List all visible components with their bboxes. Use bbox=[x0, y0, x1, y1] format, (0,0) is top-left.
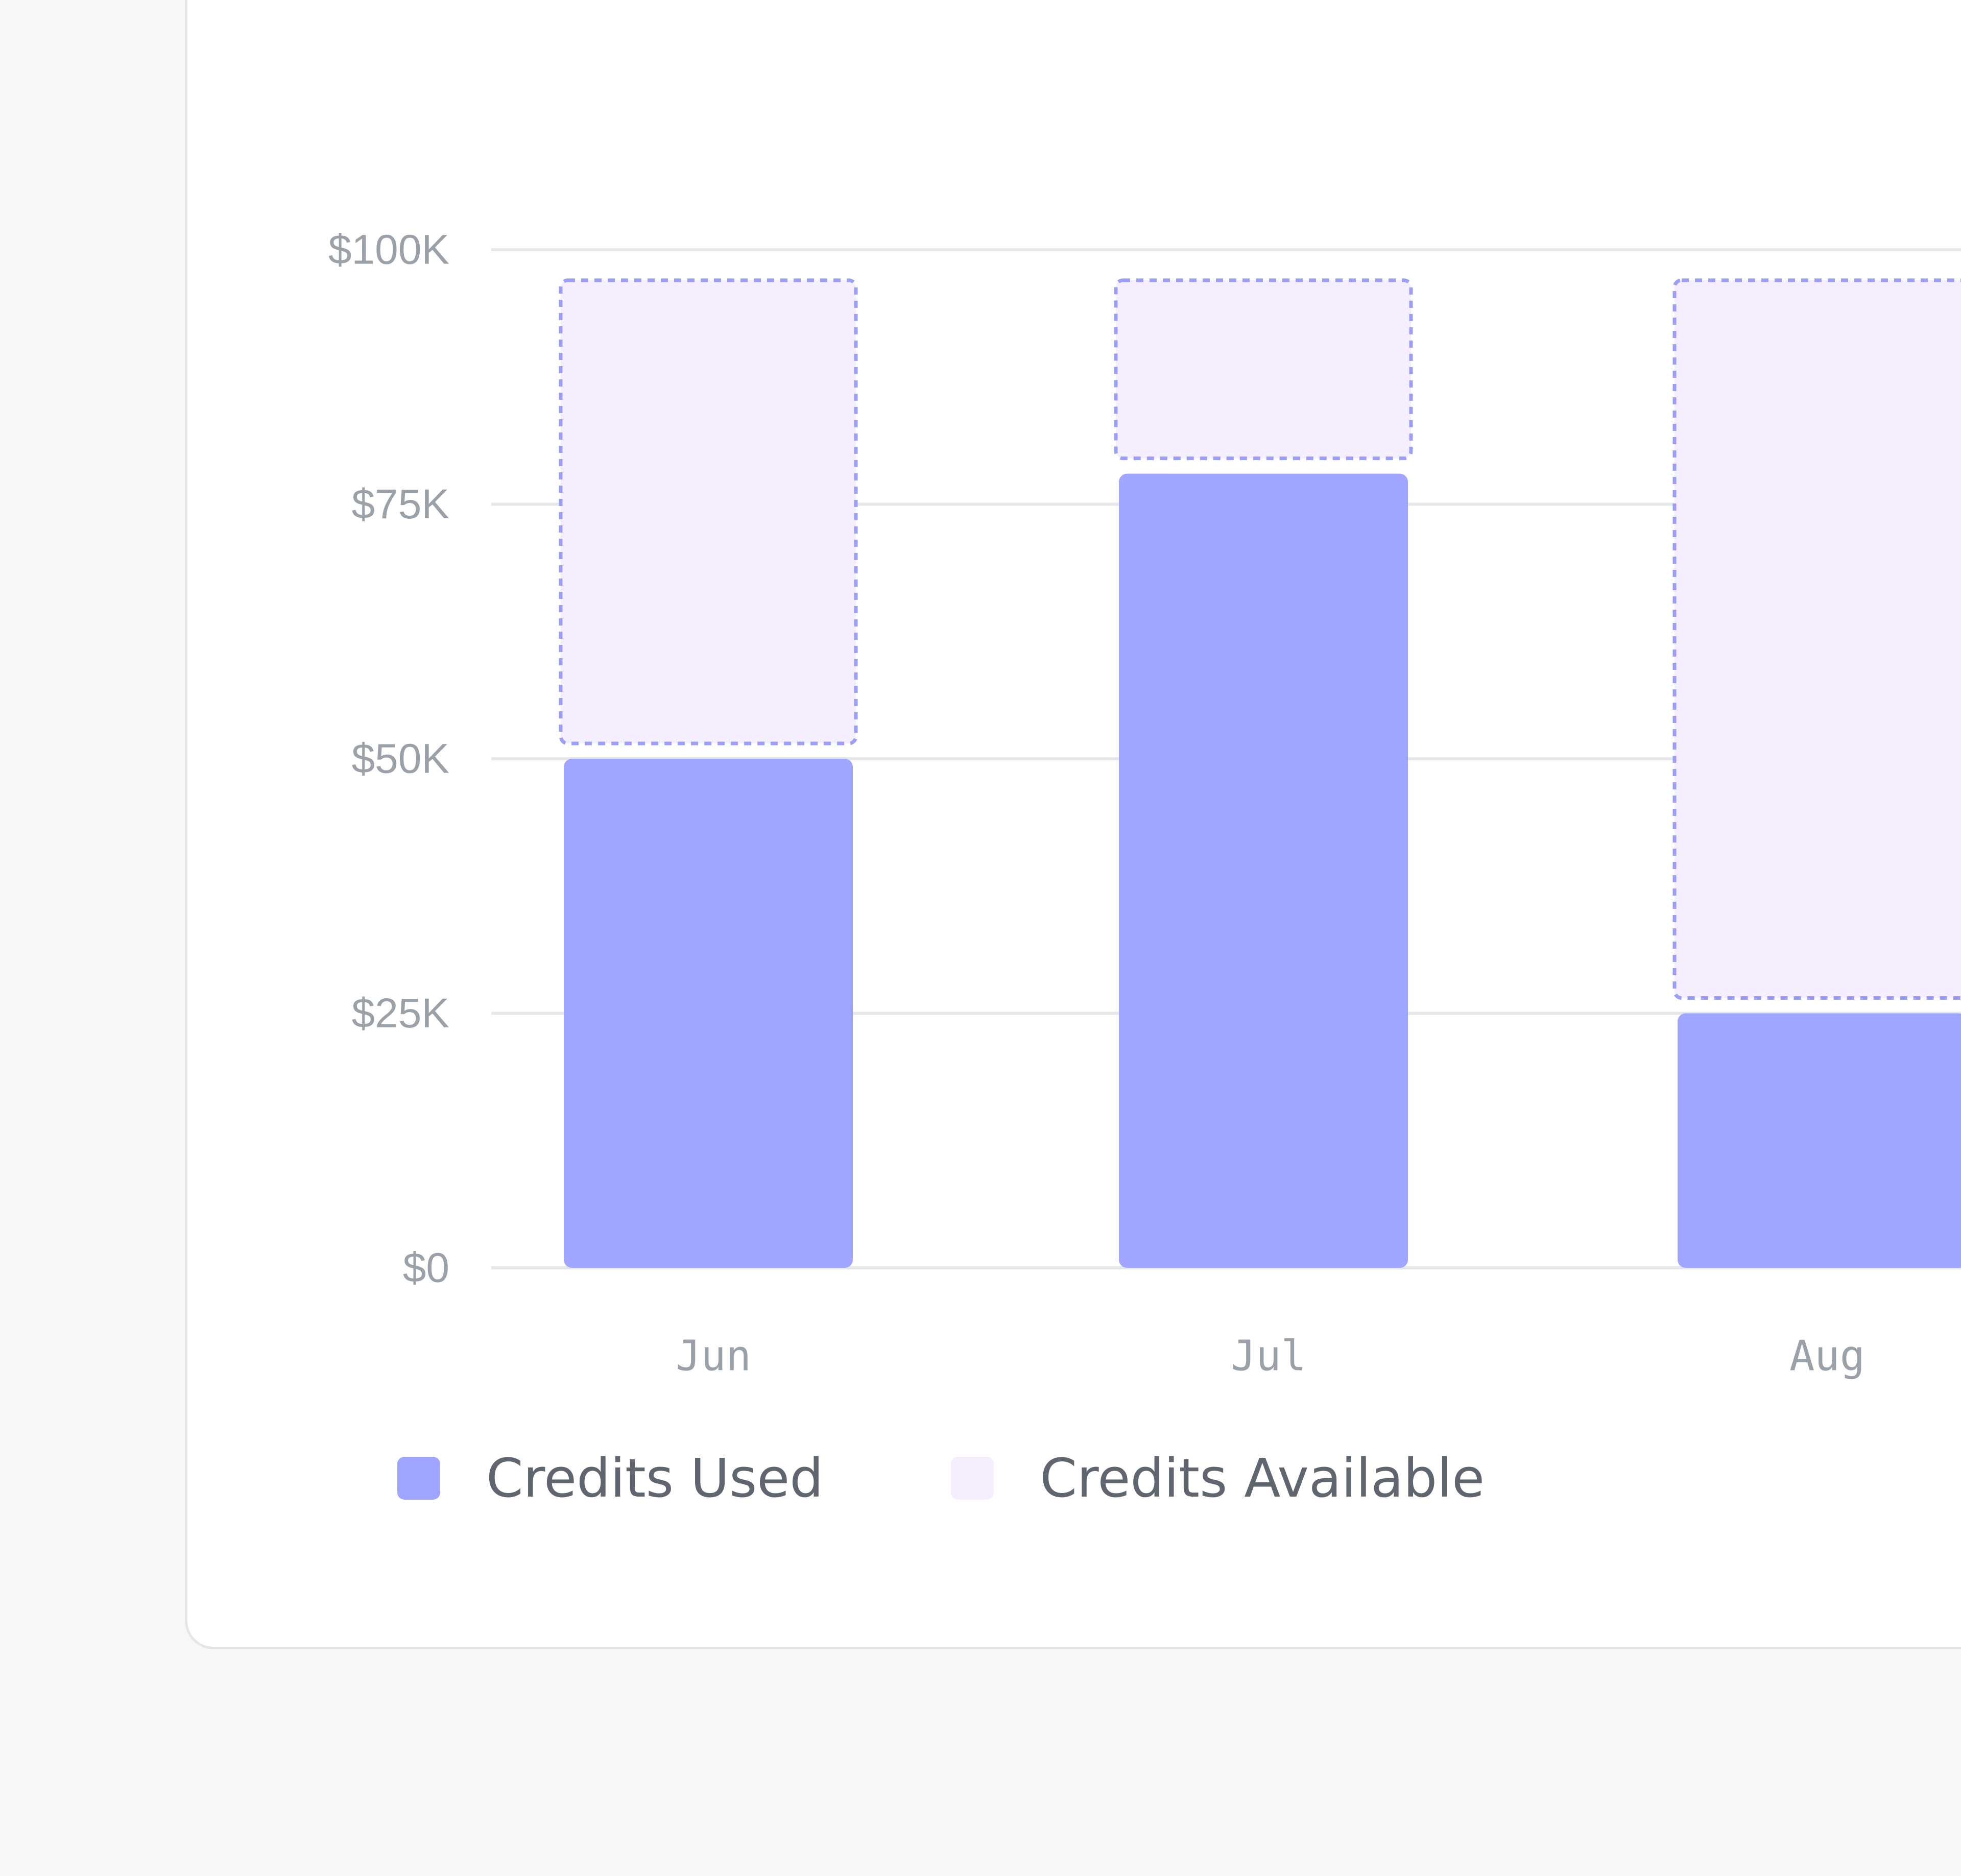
bar-credits-available-aug[interactable] bbox=[1672, 278, 1961, 1000]
y-axis-tick-labels: $0 $25K $50K $75K $100K bbox=[328, 227, 449, 1291]
legend-swatch-credits-used bbox=[397, 1457, 440, 1500]
chart-card bbox=[185, 0, 1961, 1649]
y-tick-label: $50K bbox=[351, 736, 449, 782]
legend-swatch-credits-available bbox=[951, 1457, 994, 1500]
bar-credits-available-jun[interactable] bbox=[559, 278, 858, 745]
x-tick-label-jun: Jun bbox=[676, 1332, 751, 1381]
x-tick-label-jul: Jul bbox=[1231, 1332, 1306, 1381]
legend-label-credits-available: Credits Available bbox=[1040, 1447, 1485, 1509]
legend-item-credits-available: Credits Available bbox=[951, 1452, 1485, 1505]
bar-credits-used-jun[interactable] bbox=[564, 759, 853, 1268]
y-tick-label: $25K bbox=[351, 990, 449, 1037]
chart-legend: Credits Used Credits Available bbox=[397, 1450, 1612, 1506]
y-tick-label: $75K bbox=[351, 481, 449, 527]
bar-credits-available-jul[interactable] bbox=[1114, 278, 1413, 461]
y-tick-label: $0 bbox=[403, 1245, 449, 1291]
bars bbox=[559, 278, 1961, 1268]
y-tick-label: $100K bbox=[328, 227, 449, 273]
x-tick-label-aug: Aug bbox=[1789, 1332, 1865, 1381]
legend-label-credits-used: Credits Used bbox=[486, 1447, 824, 1509]
x-axis-tick-labels: Jun Jul Aug bbox=[676, 1332, 1865, 1381]
bar-credits-used-aug[interactable] bbox=[1678, 1013, 1961, 1268]
legend-item-credits-used: Credits Used bbox=[397, 1452, 823, 1505]
bar-credits-used-jul[interactable] bbox=[1119, 473, 1408, 1268]
